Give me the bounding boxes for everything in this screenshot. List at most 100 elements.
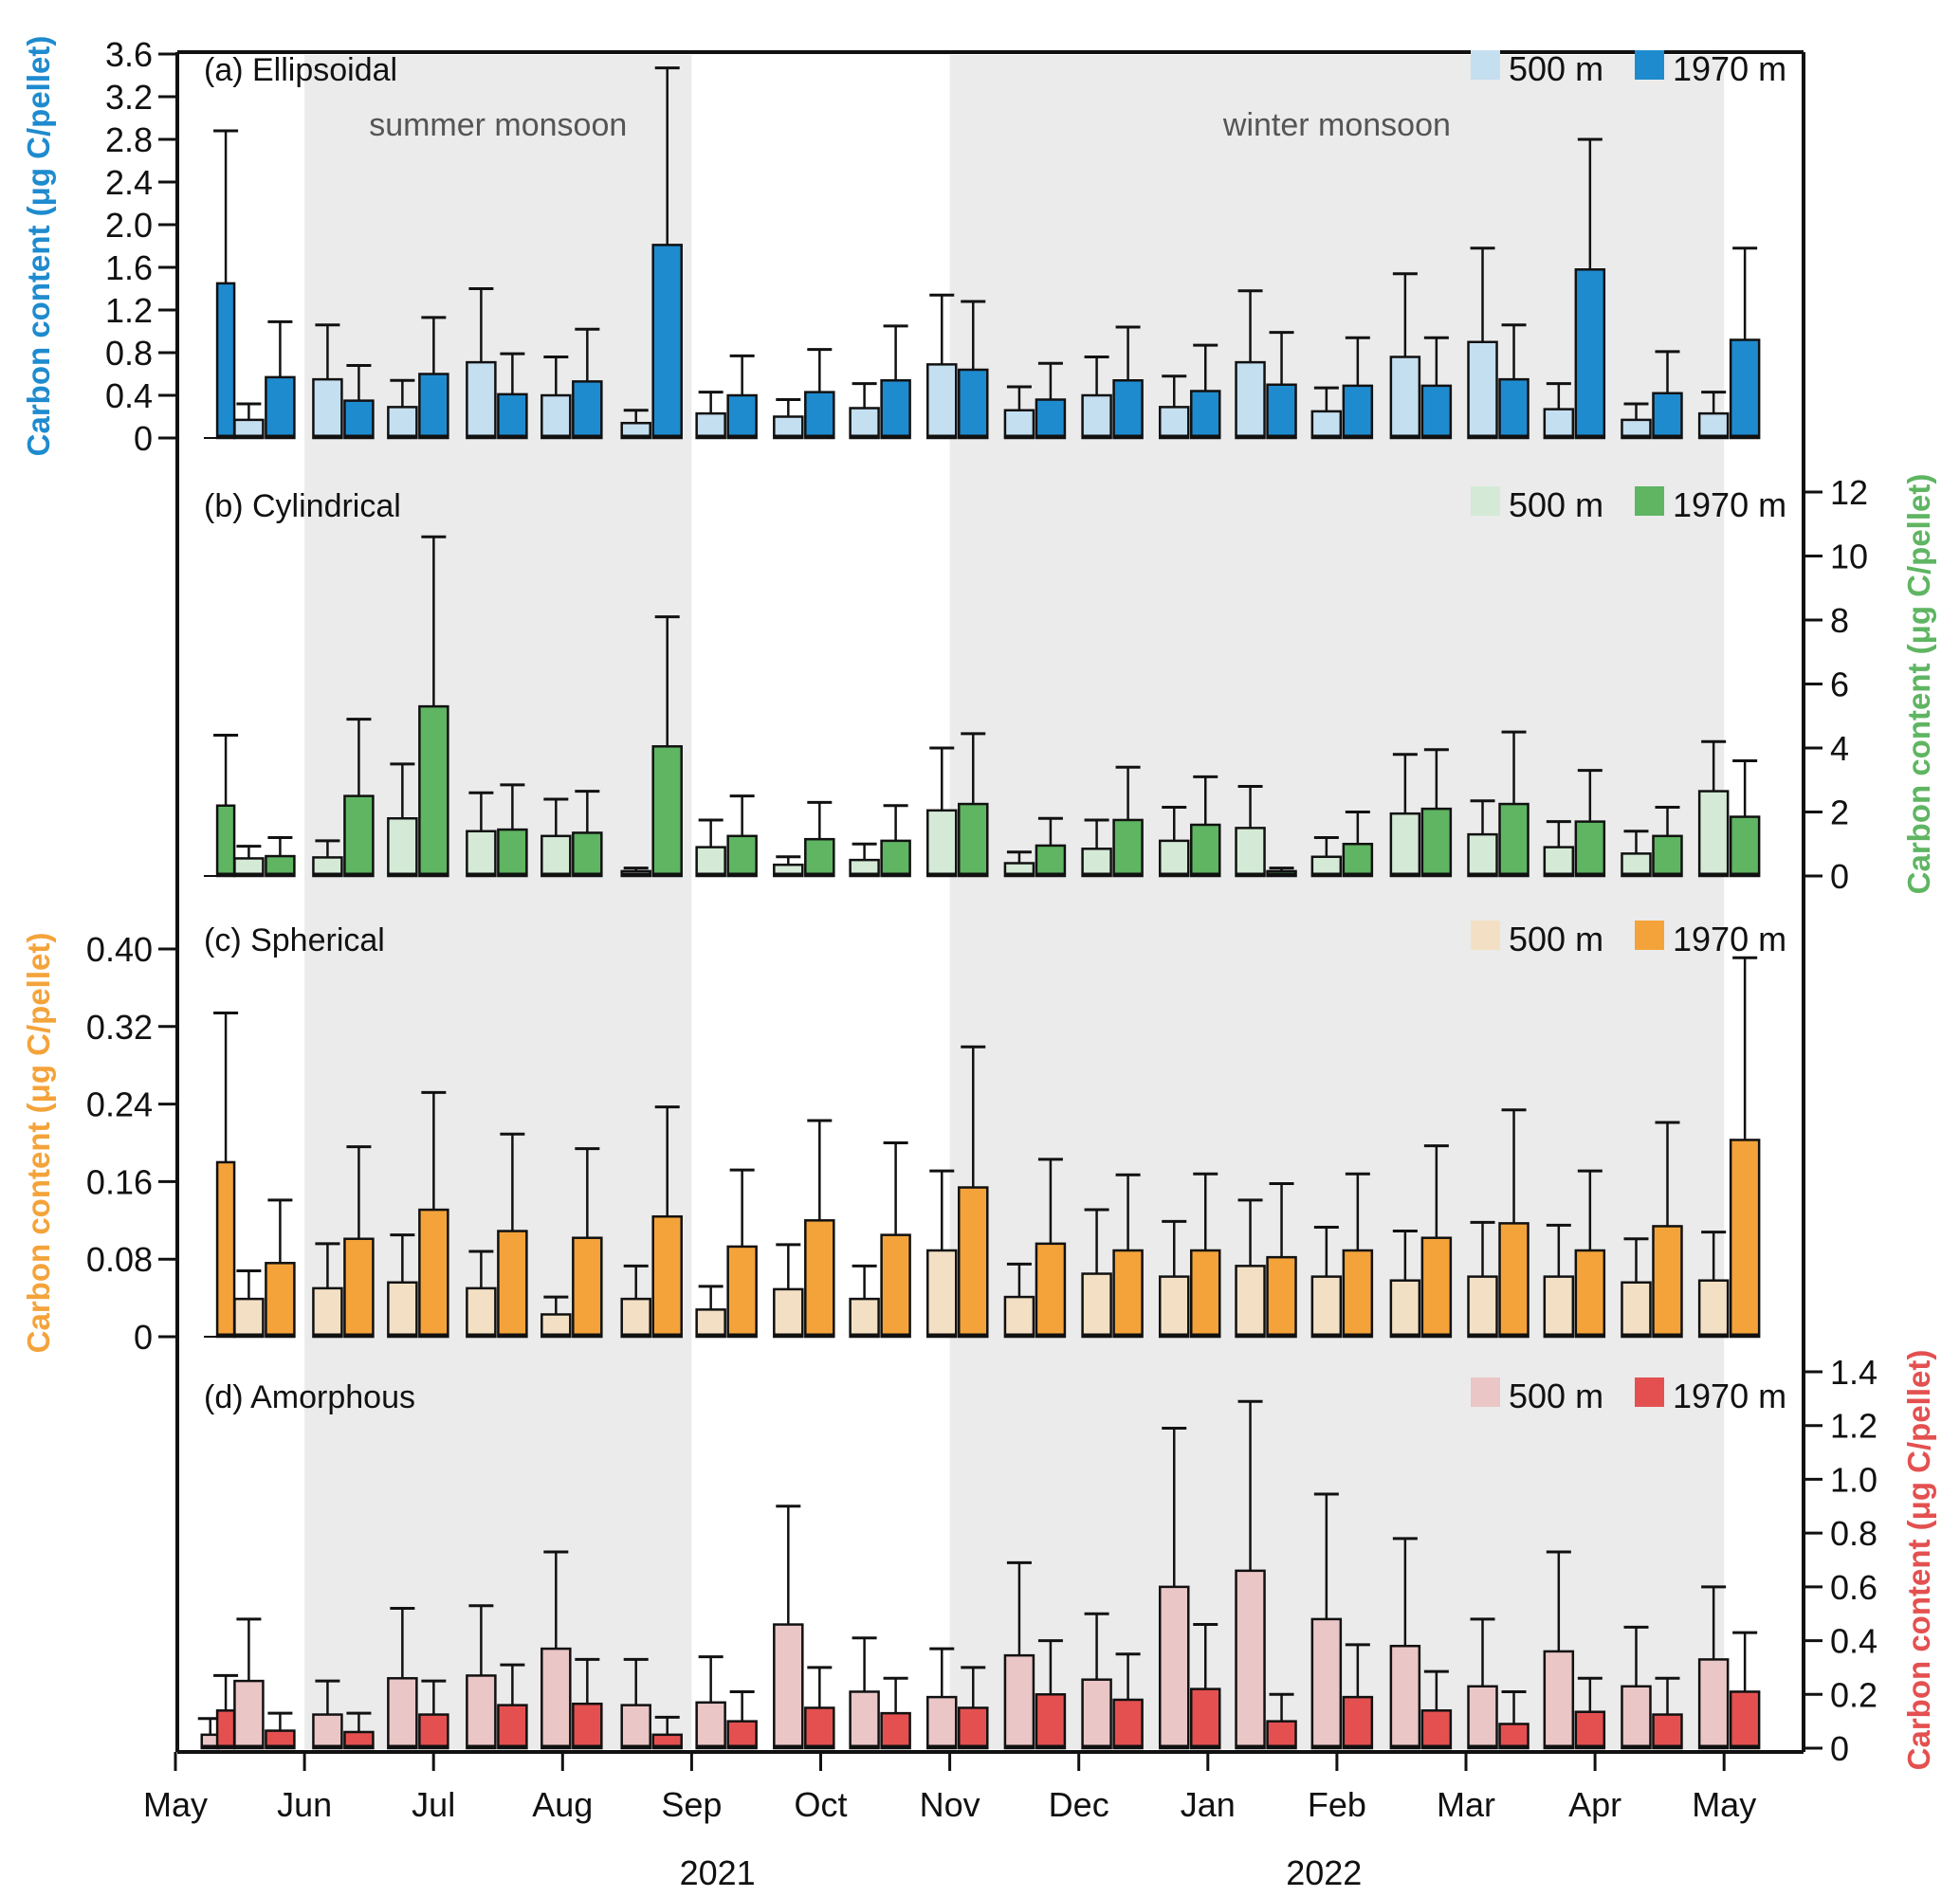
bar-1970m-d-16 <box>1498 1689 1530 1750</box>
bar-box <box>540 834 572 878</box>
bar-box <box>849 1297 880 1339</box>
bar-500m-a-5 <box>620 409 651 440</box>
bar-box <box>849 1690 880 1750</box>
bar-500m-c-9 <box>926 1169 958 1339</box>
season-label: summer monsoon <box>369 107 627 143</box>
bar-500m-b-15 <box>1389 753 1421 878</box>
bar-500m-a-6 <box>695 391 726 440</box>
bar-box <box>215 282 236 440</box>
bar-500m-c-6 <box>695 1285 726 1339</box>
bar-500m-d-17 <box>1543 1550 1575 1750</box>
y-tick-label-b: 6 <box>1830 666 1849 704</box>
bar-1970m-c-5 <box>651 1105 683 1339</box>
bar-1970m-d-13 <box>1266 1692 1297 1750</box>
bar-box <box>1189 1687 1221 1750</box>
legend-swatch-1970m <box>1635 486 1664 516</box>
bar-500m-b-14 <box>1310 836 1343 878</box>
bar-box <box>926 809 958 878</box>
text-layer: summer monsoon winter monsoon00.40.81.21.… <box>21 35 1936 1892</box>
legend-label-500m: 500 m <box>1509 920 1603 958</box>
bar-1970m-b-0 <box>265 836 296 878</box>
bar-1970m-c-6 <box>726 1168 758 1339</box>
bar-500m-b-18 <box>1621 830 1652 878</box>
panel-title-b: (b) Cylindrical <box>204 488 401 524</box>
y-tick-label-b: 8 <box>1830 601 1849 640</box>
bar-box <box>1467 1275 1498 1339</box>
bar-1970m-d-14 <box>1342 1643 1374 1750</box>
legend-label-1970m: 1970 m <box>1673 49 1786 88</box>
bar-500m-b-19 <box>1697 739 1730 878</box>
bar-box <box>1467 1685 1498 1750</box>
bar-500m-c-1 <box>312 1242 343 1339</box>
y-tick-label-d: 0.8 <box>1830 1514 1878 1553</box>
bar-box <box>265 1262 296 1339</box>
bar-box <box>1266 383 1297 440</box>
bar-box <box>620 422 651 440</box>
bar-box <box>1621 852 1652 878</box>
bar-box <box>695 411 726 440</box>
legend-label-500m: 500 m <box>1509 485 1603 524</box>
bar-1970m-b-18 <box>1652 805 1683 878</box>
bar-1970m-d-6 <box>726 1689 758 1750</box>
bar-500m-d-18 <box>1621 1625 1652 1750</box>
bar-1970m-d-9 <box>958 1666 989 1750</box>
bar-box <box>387 817 418 878</box>
bar-box <box>312 377 343 440</box>
bar-box <box>1543 846 1575 878</box>
bar-500m-c-2 <box>387 1233 418 1339</box>
bar-box <box>1729 338 1761 440</box>
bar-500m-b-12 <box>1158 805 1190 878</box>
bar-box <box>1652 1225 1683 1339</box>
bar-box <box>265 1729 296 1750</box>
bar-box <box>1543 408 1575 440</box>
bar-box <box>1574 1249 1606 1339</box>
bar-1970m-c-12 <box>1189 1172 1221 1339</box>
bar-box <box>1467 340 1498 440</box>
bar-box <box>265 854 296 878</box>
bar-box <box>1003 409 1035 440</box>
y-axis-title-b: Carbon content (μg C/pellet) <box>1901 474 1936 895</box>
bar-box <box>1621 1281 1652 1339</box>
legend-swatch-500m <box>1471 921 1500 950</box>
x-tick-label: Apr <box>1568 1785 1621 1824</box>
bar-1970m-a-10 <box>1035 361 1067 440</box>
bar-box <box>1342 843 1374 878</box>
bar-500m-c-7 <box>773 1243 804 1339</box>
y-tick-label-d: 1.4 <box>1830 1353 1878 1392</box>
bar-500m-c-18 <box>1621 1237 1652 1339</box>
bar-box <box>466 360 497 440</box>
bar-extra-a-0 <box>213 129 239 440</box>
x-tick-label: Jul <box>412 1785 455 1824</box>
bar-box <box>418 373 449 440</box>
bar-1970m-c-1 <box>343 1145 375 1339</box>
bar-500m-d-1 <box>312 1679 343 1750</box>
bar-box <box>572 380 603 440</box>
bar-1970m-a-6 <box>726 354 758 440</box>
bar-1970m-d-19 <box>1729 1631 1761 1750</box>
bar-box <box>1420 1236 1453 1339</box>
bar-box <box>540 1647 572 1750</box>
bar-box <box>1389 1279 1421 1339</box>
bar-1970m-d-4 <box>572 1657 603 1750</box>
y-tick-label-a: 2.8 <box>105 120 153 159</box>
legend-d: 500 m 1970 m <box>1471 1377 1786 1415</box>
bar-1970m-d-2 <box>418 1679 449 1750</box>
bar-500m-d-16 <box>1467 1617 1498 1750</box>
bar-box <box>1621 418 1652 440</box>
bar-box <box>1112 1249 1144 1339</box>
bar-1970m-a-2 <box>418 316 449 440</box>
y-tick-label-c: 0.24 <box>86 1085 153 1124</box>
x-tick-label: Nov <box>920 1785 980 1824</box>
bar-box <box>418 1713 449 1750</box>
bar-box <box>1652 834 1683 878</box>
bar-box <box>695 1308 726 1339</box>
legend-label-500m: 500 m <box>1509 1377 1603 1415</box>
bar-box <box>1697 790 1730 878</box>
legend-label-1970m: 1970 m <box>1673 485 1786 524</box>
bar-500m-d-8 <box>849 1636 880 1750</box>
legend-c: 500 m 1970 m <box>1471 920 1786 958</box>
season-shade-summer-monsoon <box>304 55 692 1749</box>
bar-500m-a-8 <box>849 382 880 440</box>
legend-swatch-1970m <box>1635 50 1664 80</box>
bar-box <box>1235 1569 1266 1750</box>
